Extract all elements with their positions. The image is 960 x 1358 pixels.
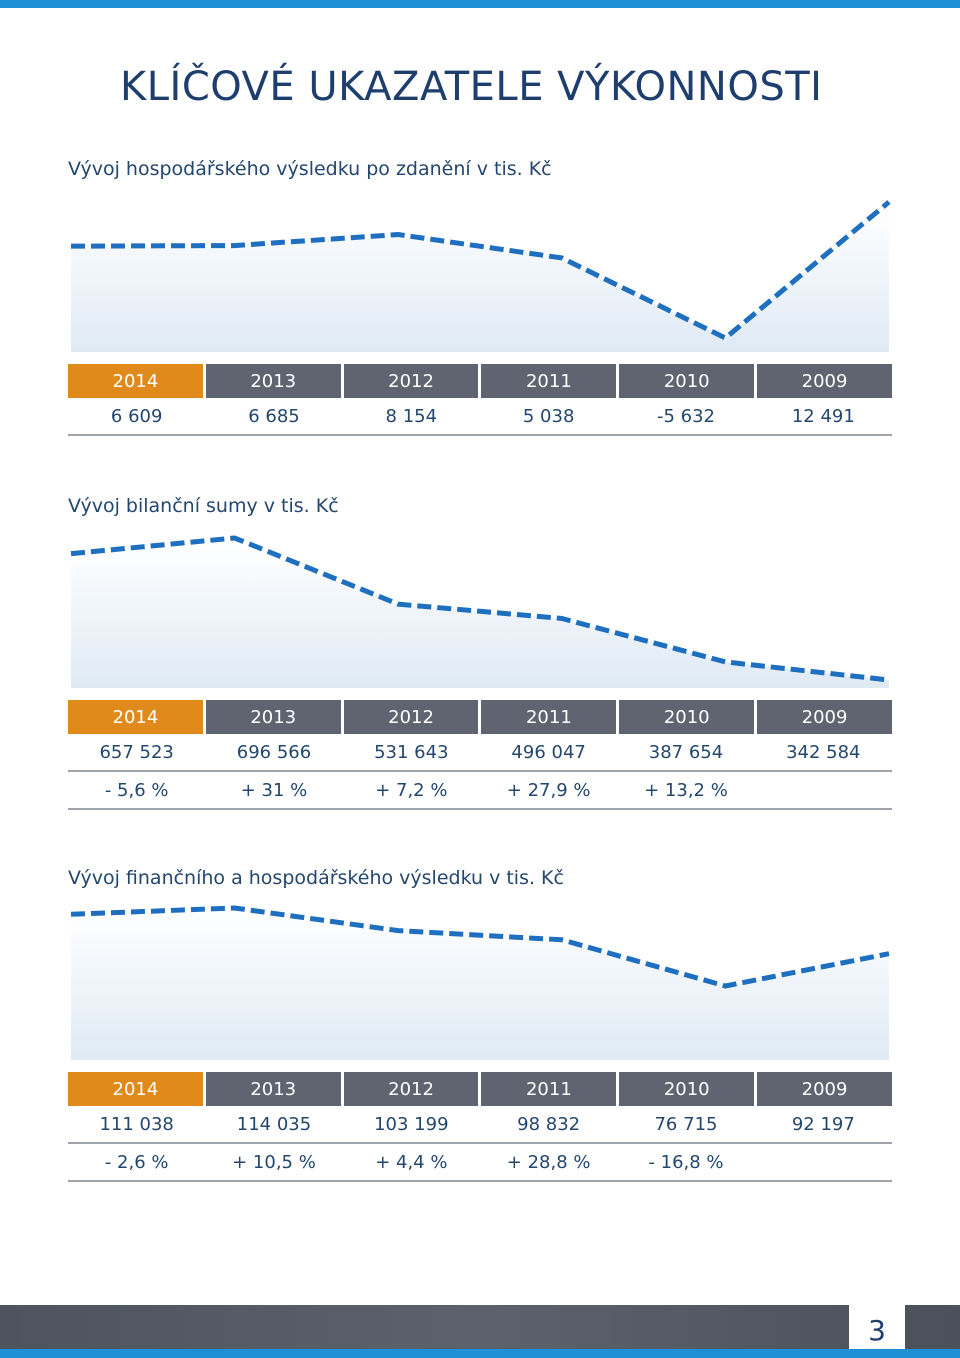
change-cell: - 5,6 % — [104, 779, 169, 801]
chart-financial — [68, 896, 892, 1060]
change-cell: + 4,4 % — [375, 1151, 448, 1173]
value-row: 6 609 6 685 8 154 5 038 -5 632 12 491 — [68, 398, 892, 436]
year-cell: 2012 — [343, 1072, 479, 1106]
change-cell — [755, 1144, 892, 1180]
chart-profit — [68, 180, 892, 352]
chart-series-line — [70, 535, 890, 683]
footer-bar: 3 — [0, 1305, 960, 1358]
chart-balance-svg — [70, 535, 890, 688]
year-cell: 2009 — [757, 1072, 892, 1106]
page-number: 3 — [849, 1305, 905, 1349]
value-cell: 696 566 — [236, 741, 312, 763]
value-cell: 531 643 — [374, 741, 449, 763]
year-cell: 2013 — [205, 364, 341, 398]
change-row: - 2,6 % + 10,5 % + 4,4 % + 28,8 % - 16,8… — [68, 1144, 892, 1182]
year-cell: 2009 — [757, 700, 892, 734]
section-title-profit: Vývoj hospodářského výsledku po zdanění … — [68, 158, 552, 180]
value-cell: 92 197 — [791, 1113, 855, 1135]
year-cell: 2012 — [343, 364, 479, 398]
value-cell: 6 609 — [110, 405, 163, 427]
chart-series-line — [70, 905, 890, 989]
change-cell: + 7,2 % — [375, 779, 448, 801]
year-cell: 2009 — [757, 364, 892, 398]
change-cell: - 2,6 % — [104, 1151, 169, 1173]
chart-financial-svg — [70, 905, 890, 1060]
change-cell: - 16,8 % — [648, 1151, 724, 1173]
value-row: 111 038 114 035 103 199 98 832 76 715 92… — [68, 1106, 892, 1144]
value-cell: 103 199 — [374, 1113, 449, 1135]
year-header-row: 2014 2013 2012 2011 2010 2009 — [68, 700, 892, 734]
value-cell: -5 632 — [656, 405, 715, 427]
chart-area-fill — [71, 908, 889, 1060]
year-cell: 2014 — [68, 700, 203, 734]
chart-balance — [68, 524, 892, 688]
year-header-row: 2014 2013 2012 2011 2010 2009 — [68, 364, 892, 398]
year-cell: 2011 — [481, 700, 617, 734]
year-cell: 2014 — [68, 1072, 203, 1106]
value-cell: 76 715 — [654, 1113, 718, 1135]
chart-series-line — [70, 200, 891, 341]
table-profit: 2014 2013 2012 2011 2010 2009 6 609 6 68… — [68, 364, 892, 436]
value-row: 657 523 696 566 531 643 496 047 387 654 … — [68, 734, 892, 772]
value-cell: 5 038 — [522, 405, 575, 427]
change-cell: + 10,5 % — [232, 1151, 316, 1173]
value-cell: 342 584 — [786, 741, 861, 763]
chart-profit-svg — [70, 200, 891, 352]
value-cell: 8 154 — [385, 405, 438, 427]
change-cell: + 27,9 % — [506, 779, 591, 801]
section-title-balance: Vývoj bilanční sumy v tis. Kč — [68, 495, 339, 517]
year-header-row: 2014 2013 2012 2011 2010 2009 — [68, 1072, 892, 1106]
year-cell: 2012 — [343, 700, 479, 734]
year-cell: 2010 — [619, 1072, 755, 1106]
page-title: KLÍČOVÉ UKAZATELE VÝKONNOSTI — [120, 64, 823, 110]
year-cell: 2011 — [481, 1072, 617, 1106]
year-cell: 2010 — [619, 700, 755, 734]
value-cell: 387 654 — [648, 741, 724, 763]
change-cell — [755, 772, 892, 808]
year-cell: 2013 — [205, 1072, 341, 1106]
year-cell: 2014 — [68, 364, 203, 398]
value-cell: 12 491 — [791, 405, 855, 427]
table-balance: 2014 2013 2012 2011 2010 2009 657 523 69… — [68, 700, 892, 810]
value-cell: 496 047 — [511, 741, 586, 763]
value-cell: 6 685 — [248, 405, 300, 427]
change-row: - 5,6 % + 31 % + 7,2 % + 27,9 % + 13,2 % — [68, 772, 892, 810]
year-cell: 2010 — [619, 364, 755, 398]
value-cell: 98 832 — [517, 1113, 581, 1135]
chart-area-fill — [71, 202, 889, 352]
year-cell: 2011 — [481, 364, 617, 398]
section-title-financial: Vývoj finančního a hospodářského výsledk… — [68, 867, 564, 889]
table-financial: 2014 2013 2012 2011 2010 2009 111 038 11… — [68, 1072, 892, 1182]
change-cell: + 31 % — [240, 779, 308, 801]
change-cell: + 13,2 % — [644, 779, 728, 801]
top-accent-bar — [0, 0, 960, 8]
value-cell: 111 038 — [99, 1113, 174, 1135]
year-cell: 2013 — [205, 700, 341, 734]
change-cell: + 28,8 % — [506, 1151, 591, 1173]
value-cell: 657 523 — [99, 741, 174, 763]
value-cell: 114 035 — [236, 1113, 312, 1135]
